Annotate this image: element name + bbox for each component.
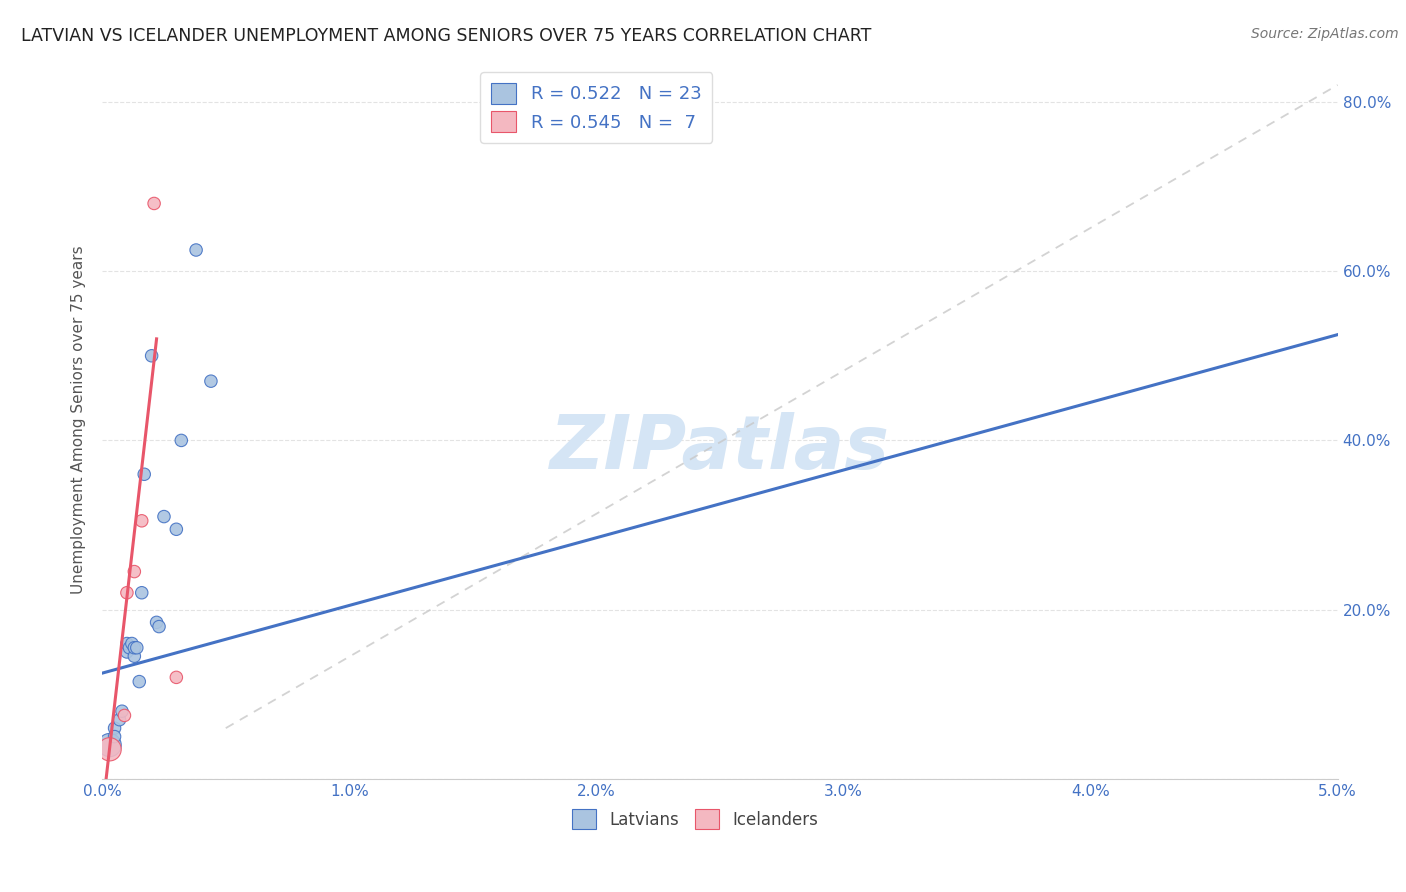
Point	[124, 565, 146, 579]
Point	[165, 670, 187, 684]
Text: ZIPatlas: ZIPatlas	[550, 411, 890, 484]
Point	[98, 742, 121, 756]
Point	[115, 586, 138, 600]
Point	[114, 708, 136, 723]
Y-axis label: Unemployment Among Seniors over 75 years: Unemployment Among Seniors over 75 years	[72, 245, 86, 593]
Point	[184, 243, 207, 257]
Point	[165, 522, 187, 536]
Point	[115, 645, 138, 659]
Point	[141, 349, 163, 363]
Point	[131, 586, 153, 600]
Text: Source: ZipAtlas.com: Source: ZipAtlas.com	[1251, 27, 1399, 41]
Point	[111, 704, 134, 718]
Point	[153, 509, 176, 524]
Point	[200, 374, 222, 388]
Point	[124, 640, 146, 655]
Point	[148, 619, 170, 633]
Point	[103, 721, 125, 735]
Point	[121, 636, 143, 650]
Point	[145, 615, 167, 630]
Point	[115, 636, 138, 650]
Text: LATVIAN VS ICELANDER UNEMPLOYMENT AMONG SENIORS OVER 75 YEARS CORRELATION CHART: LATVIAN VS ICELANDER UNEMPLOYMENT AMONG …	[21, 27, 872, 45]
Point	[98, 738, 121, 752]
Point	[170, 434, 193, 448]
Point	[124, 649, 146, 664]
Point	[128, 674, 150, 689]
Legend: Latvians, Icelanders: Latvians, Icelanders	[565, 803, 825, 835]
Point	[125, 640, 148, 655]
Point	[118, 640, 141, 655]
Point	[131, 514, 153, 528]
Point	[103, 730, 125, 744]
Point	[143, 196, 166, 211]
Point	[108, 713, 131, 727]
Point	[134, 467, 156, 482]
